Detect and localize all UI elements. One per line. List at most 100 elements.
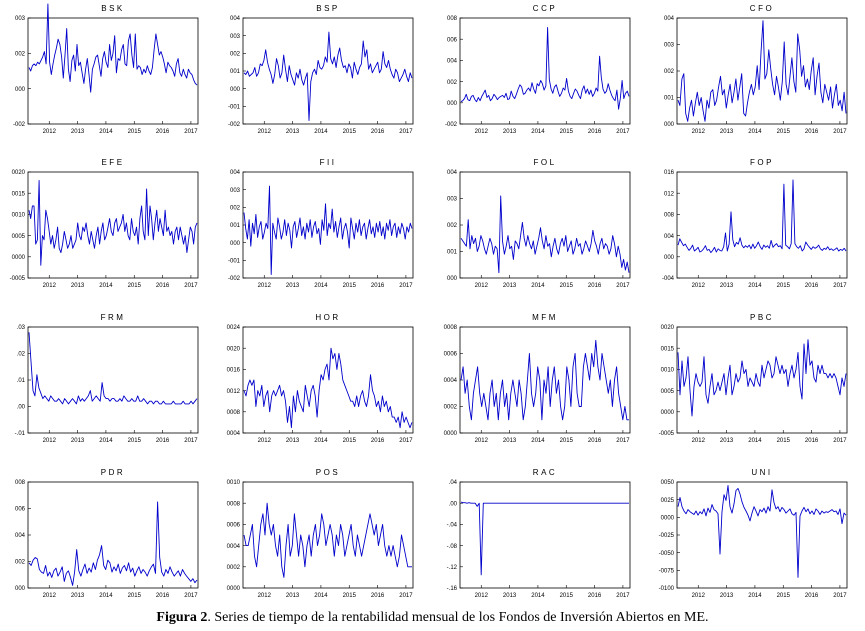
x-tick-label: 2014 — [748, 593, 762, 599]
panel-title-mfm: MFM — [532, 313, 558, 322]
panel-efe: EFE -0005 0000 0005 0010 0015 0020 2012 2013 2014… — [10, 158, 199, 289]
y-tick-label: 0010 — [227, 480, 241, 486]
panel-title-ccp: CCP — [533, 4, 557, 13]
y-tick-label: -.08 — [447, 544, 458, 550]
panel-frm: FRM -.01 .00 .01 .02 .03 2012 2013 2014 2015 2016 2… — [15, 313, 199, 444]
y-tick-label: 004 — [447, 170, 458, 176]
panel-uni: UNI -0100 -0075 -0050 -0025 0000 0025 0050 2012 2… — [659, 468, 848, 599]
series-line-pdr — [28, 501, 198, 586]
y-tick-label: 001 — [664, 96, 675, 102]
y-tick-label: 008 — [664, 213, 675, 219]
x-tick-label: 2012 — [475, 129, 489, 135]
y-tick-label: 003 — [230, 34, 241, 40]
panel-title-rac: RAC — [533, 468, 557, 477]
x-tick-label: 2017 — [399, 129, 413, 135]
x-tick-label: 2015 — [343, 283, 357, 289]
x-tick-label: 2016 — [156, 283, 170, 289]
x-tick-label: 2017 — [616, 438, 630, 444]
x-tick-label: 2013 — [286, 593, 300, 599]
panel-title-fol: FOL — [533, 158, 556, 167]
y-tick-label: -002 — [13, 122, 26, 128]
y-tick-label: 012 — [664, 191, 675, 197]
x-tick-label: 2017 — [616, 283, 630, 289]
x-tick-label: 2012 — [692, 129, 706, 135]
x-tick-label: 2012 — [692, 283, 706, 289]
x-tick-label: 2017 — [833, 593, 847, 599]
panel-fii: FII -002 -001 000 001 002 003 004 2012 2013 2014 20… — [228, 158, 414, 289]
x-tick-label: 2014 — [99, 283, 113, 289]
panel-bsp: BSP -002 -001 000 001 002 003 004 2012 2013 2014 20… — [228, 4, 414, 135]
y-tick-label: 0050 — [661, 480, 675, 486]
panel-frame-fol — [459, 171, 631, 279]
y-tick-label: 003 — [664, 43, 675, 49]
y-tick-label: 004 — [230, 170, 241, 176]
y-tick-label: -0005 — [10, 276, 26, 282]
panel-frame-pos — [242, 481, 414, 589]
y-tick-label: 0005 — [661, 389, 675, 395]
panel-title-efe: EFE — [101, 158, 124, 167]
panel-frame-fii — [242, 171, 414, 279]
series-line-uni — [677, 485, 847, 578]
panel-title-fii: FII — [320, 158, 337, 167]
y-tick-label: 008 — [447, 16, 458, 22]
x-tick-label: 2013 — [503, 283, 517, 289]
x-tick-label: 2013 — [71, 593, 85, 599]
x-tick-label: 2013 — [71, 438, 85, 444]
series-line-bsk — [28, 3, 198, 93]
x-tick-label: 2015 — [128, 593, 142, 599]
x-tick-label: 2014 — [314, 129, 328, 135]
x-tick-label: 2012 — [692, 438, 706, 444]
y-tick-label: -.16 — [447, 586, 458, 592]
y-tick-label: 0008 — [227, 501, 241, 507]
panel-bsk: BSK -002 000 002 003 2012 2013 2014 2015 2016 2017 — [13, 3, 199, 135]
x-tick-label: 2014 — [531, 593, 545, 599]
y-tick-label: .00 — [17, 405, 26, 411]
x-tick-label: 2014 — [531, 438, 545, 444]
x-tick-label: 2015 — [343, 129, 357, 135]
panel-title-frm: FRM — [101, 313, 126, 322]
y-tick-label: 000 — [230, 87, 241, 93]
panel-fol: FOL 000 001 002 003 004 2012 2013 2014 2015 2016 20… — [447, 158, 631, 289]
y-tick-label: 004 — [664, 16, 675, 22]
x-tick-label: 2014 — [314, 593, 328, 599]
y-tick-label: 0000 — [444, 431, 458, 437]
y-tick-label: 002 — [15, 560, 26, 566]
y-tick-label: -0025 — [659, 533, 675, 539]
y-tick-label: .02 — [17, 352, 26, 358]
series-line-bsp — [243, 31, 413, 121]
y-tick-label: 0000 — [661, 516, 675, 522]
y-tick-label: 0005 — [12, 234, 26, 240]
panel-title-pdr: PDR — [101, 468, 125, 477]
x-tick-label: 2015 — [560, 438, 574, 444]
x-tick-label: 2013 — [720, 438, 734, 444]
y-tick-label: 002 — [664, 69, 675, 75]
panel-pdr: PDR 000 002 004 006 008 2012 2013 2014 2015 2016 20… — [15, 468, 199, 599]
panel-frame-pbc — [676, 326, 848, 434]
caption-text: . Series de tiempo de la rentabilidad me… — [207, 610, 709, 625]
x-tick-label: 2012 — [43, 438, 57, 444]
panel-frame-rac — [459, 481, 631, 589]
panel-rac: RAC -.16 -.12 -.08 -.04 .00 .04 2012 2013 2014 201… — [447, 468, 631, 599]
y-tick-label: 0008 — [444, 325, 458, 331]
x-tick-label: 2014 — [748, 283, 762, 289]
y-tick-label: -002 — [445, 122, 458, 128]
x-tick-label: 2017 — [184, 438, 198, 444]
y-tick-label: 016 — [664, 170, 675, 176]
y-tick-label: -002 — [228, 122, 241, 128]
x-tick-label: 2017 — [616, 129, 630, 135]
x-tick-label: 2013 — [720, 593, 734, 599]
x-tick-label: 2014 — [99, 129, 113, 135]
y-tick-label: 002 — [230, 52, 241, 58]
x-tick-label: 2012 — [43, 129, 57, 135]
panel-title-fop: FOP — [750, 158, 774, 167]
series-line-ccp — [460, 27, 630, 110]
x-tick-label: 2014 — [99, 438, 113, 444]
y-tick-label: 0006 — [227, 523, 241, 529]
x-tick-label: 2012 — [258, 438, 272, 444]
x-tick-label: 2016 — [371, 129, 385, 135]
x-tick-label: 2016 — [371, 283, 385, 289]
x-tick-label: 2013 — [286, 283, 300, 289]
y-tick-label: 000 — [664, 122, 675, 128]
x-tick-label: 2013 — [720, 283, 734, 289]
x-tick-label: 2017 — [833, 283, 847, 289]
